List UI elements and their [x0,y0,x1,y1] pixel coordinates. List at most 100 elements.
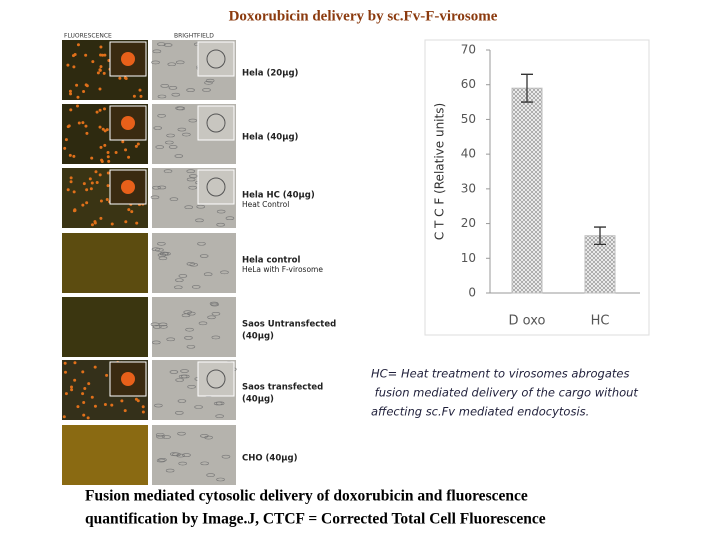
cell [99,45,103,49]
title: Doxorubicin delivery by sc.Fv-F-virosome [229,8,498,24]
inset-cell [206,113,226,133]
cell [82,90,86,94]
cell [90,181,94,185]
cell [181,313,191,318]
inset-cell [206,177,226,197]
bar [511,87,543,294]
cell [100,159,104,163]
cell [203,272,213,276]
cell [82,182,86,186]
cell [135,221,139,225]
cell [162,435,171,439]
inset-cell [121,180,135,194]
cell [105,373,109,377]
cell [82,400,86,404]
cell [210,302,220,307]
cell [99,199,103,203]
cell [63,361,67,365]
cell [204,81,213,85]
cell [72,190,76,194]
cell [73,361,77,365]
cell [182,453,191,457]
cell [211,335,221,340]
cell [199,254,209,258]
cell [191,285,201,289]
y-tick-label: 50 [461,112,476,126]
caption: Fusion mediated cytosolic delivery of do… [85,488,528,505]
x-tick-label: HC [591,314,610,329]
cell [216,222,225,227]
cell [94,170,98,174]
cell [225,216,235,221]
cell [136,142,140,146]
cell [70,388,74,392]
cell [163,43,173,47]
cell [106,171,110,175]
inset [197,361,235,397]
cell [132,94,136,98]
cell [189,174,198,178]
cell [152,49,162,54]
cell [81,392,85,396]
cell [84,53,88,57]
row-label: Saos Untransfected [242,320,336,330]
cell [175,411,184,415]
cell [103,53,107,57]
row-label: Hela HC (40μg) [242,191,315,201]
fluorescence-image [62,297,148,357]
cell [81,370,85,374]
fluorescence-image [62,425,148,485]
cell [207,315,216,320]
cell [69,180,73,184]
y-tick-label: 30 [461,181,476,195]
cell [98,108,102,112]
cell [166,337,176,342]
cell [103,143,107,147]
cell [84,124,88,128]
y-tick-label: 40 [461,147,476,161]
note: affecting sc.Fv mediated endocytosis. [371,405,589,419]
cell [123,409,127,413]
cell [127,155,131,159]
cell [151,60,160,65]
cell [120,399,124,403]
cell [182,132,191,137]
cell [178,274,188,278]
cell [168,145,178,149]
cell [157,94,167,99]
cell [165,468,175,473]
cell [155,145,165,149]
cell [195,218,204,223]
cell [168,86,178,90]
cell [82,413,86,417]
cell [90,395,94,399]
cell [75,83,79,87]
cell [186,344,196,349]
cell [166,133,175,138]
cell [106,151,110,155]
note: HC= Heat treatment to virosomes abrogate… [371,367,629,381]
cell [107,159,111,163]
cell [150,195,160,200]
brightfield-image [152,425,236,485]
row-label: Hela control [242,256,301,266]
row-label: (40μg) [242,395,274,405]
cell [141,410,145,414]
cell [178,374,188,379]
cell [62,415,66,419]
cell [176,106,186,111]
y-tick-label: 0 [468,286,476,300]
cell [72,154,76,158]
row-label: Heat Control [242,200,289,209]
cell [64,392,68,396]
cell [159,251,169,256]
cell [69,108,73,112]
cell [123,76,127,80]
cell [98,87,102,91]
cell [118,76,122,80]
cell [188,118,198,123]
cell [167,62,177,67]
row-label: Saos transfected [242,383,323,393]
cell [95,181,99,185]
cell [130,210,134,214]
